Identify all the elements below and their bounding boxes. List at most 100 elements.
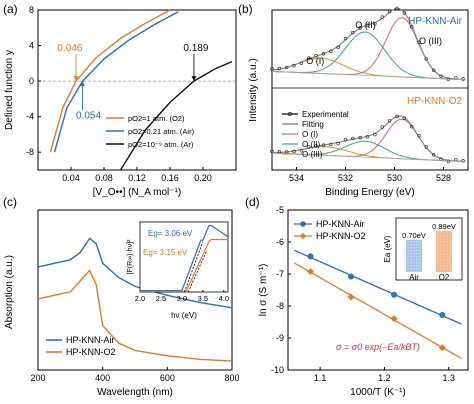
inset-bar-pattern-d xyxy=(413,247,415,249)
inset-bar-pattern-d xyxy=(440,235,442,237)
experimental-point-b xyxy=(365,135,370,139)
experimental-point-b xyxy=(380,125,384,129)
experimental-point-b xyxy=(321,143,326,147)
experimental-point-b xyxy=(299,61,304,65)
inset-xlabel-c: hν (eV) xyxy=(171,311,197,320)
inset-bar-pattern-d xyxy=(440,256,442,258)
inset-bar-pattern-d xyxy=(419,265,421,267)
inset-bar-pattern-d xyxy=(443,265,445,267)
inset-bar-pattern-d xyxy=(443,232,445,234)
xtick-label-d: 1.3 xyxy=(442,373,455,383)
ylabel-c: Absorption (a.u.) xyxy=(4,255,15,329)
inset-tangent-air-c xyxy=(184,241,204,293)
inset-bar-pattern-d xyxy=(446,259,448,261)
inset-bar-pattern-d xyxy=(449,259,451,261)
ytick-label-d: -7 xyxy=(276,269,284,279)
ytick-label-a: 8 xyxy=(29,5,34,15)
xtick-label-c: 800 xyxy=(224,373,239,383)
xlabel-d: 1000/T (K⁻¹) xyxy=(350,387,406,398)
inset-bar-pattern-d xyxy=(410,253,412,255)
inset-bar-pattern-d xyxy=(440,262,442,264)
inset-bar-d-0 xyxy=(406,239,422,272)
inset-bar-pattern-d xyxy=(410,256,412,258)
ytick-label-a: 0 xyxy=(29,76,34,86)
inset-bar-pattern-d xyxy=(443,250,445,252)
inset-bar-pattern-d xyxy=(410,268,412,270)
inset-bar-pattern-d xyxy=(443,247,445,249)
legend-label-b: O (II) xyxy=(302,140,321,149)
experimental-point-b xyxy=(351,30,355,35)
inset-bar-pattern-d xyxy=(449,244,451,246)
inset-bar-pattern-d xyxy=(416,247,418,249)
inset-bar-pattern-d xyxy=(410,271,412,273)
experimental-point-b xyxy=(365,23,370,28)
experimental-point-b xyxy=(292,149,296,154)
inset-bar-pattern-d xyxy=(449,265,451,267)
inset-bar-pattern-d xyxy=(410,244,412,246)
inset-xtick-label-c: 2.0 xyxy=(135,294,145,303)
inset-bar-pattern-d xyxy=(413,244,415,246)
inset-bar-pattern-d xyxy=(437,250,439,252)
inset-bar-pattern-d xyxy=(449,253,451,255)
legend-label-a: pO2=0.21 atm. (Air) xyxy=(128,127,195,136)
inset-tangent-o2-c xyxy=(187,249,208,293)
chart-c: 200 400 600 800 Absorption (a.u.) Wavelengt… xyxy=(4,209,240,398)
experimental-point-b xyxy=(461,77,465,81)
experimental-point-b xyxy=(417,40,421,44)
annotation-label-a: 0.189 xyxy=(183,43,208,54)
inset-bar-pattern-d xyxy=(449,268,451,270)
inset-xtick-label-c: 2.5 xyxy=(156,294,166,303)
experimental-point-b xyxy=(439,74,443,79)
experimental-point-b xyxy=(343,36,348,41)
inset-bar-pattern-d xyxy=(446,256,448,258)
inset-bar-pattern-d xyxy=(413,268,415,270)
experimental-point-b xyxy=(314,54,318,58)
inset-bar-pattern-d xyxy=(410,241,412,243)
peak-label-b: O (III) xyxy=(419,36,442,46)
plot-frame-b xyxy=(271,9,469,171)
experimental-point-b xyxy=(373,132,377,137)
experimental-point-b xyxy=(424,57,428,61)
inset-bar-pattern-d xyxy=(413,262,415,264)
experimental-point-b xyxy=(270,149,274,154)
inset-curve-air-c xyxy=(140,224,229,292)
inset-bar-pattern-d xyxy=(407,250,409,252)
inset-bar-pattern-d xyxy=(449,250,451,252)
inset-bar-pattern-d xyxy=(437,232,439,234)
peak-label-b: O (I) xyxy=(306,56,324,66)
inset-bar-pattern-d xyxy=(443,244,445,246)
inset-bar-pattern-d xyxy=(446,265,448,267)
experimental-point-b xyxy=(402,11,406,15)
annotation-label-a: 0.046 xyxy=(57,43,82,54)
inset-bar-pattern-d xyxy=(446,232,448,234)
inset-bar-pattern-d xyxy=(449,238,451,240)
experimental-point-b xyxy=(410,25,414,29)
inset-xtick-label-c: 3.0 xyxy=(177,294,187,303)
inset-bar-pattern-d xyxy=(416,259,418,261)
inset-bar-pattern-d xyxy=(419,259,421,261)
experimental-point-b xyxy=(307,145,311,149)
legend-marker-b xyxy=(288,112,292,116)
inset-bar-pattern-d xyxy=(419,262,421,264)
xtick-label-c: 200 xyxy=(30,373,45,383)
inset-bar-pattern-d xyxy=(416,262,418,264)
inset-bar-pattern-d xyxy=(410,247,412,249)
experimental-point-b xyxy=(395,6,399,11)
inset-bar-pattern-d xyxy=(407,244,409,246)
inset-bar-pattern-d xyxy=(419,271,421,273)
inset-bar-pattern-d xyxy=(446,238,448,240)
inset-bar-pattern-d xyxy=(413,241,415,243)
inset-bar-pattern-d xyxy=(419,241,421,243)
annotation-label-a: 0.054 xyxy=(76,110,101,121)
inset-bar-pattern-d xyxy=(416,271,418,273)
inset-annotation-c: Eg= 3.15 eV xyxy=(143,248,188,257)
inset-bar-pattern-d xyxy=(437,259,439,261)
inset-bar-pattern-d xyxy=(440,265,442,267)
ylabel-b: Intensity (a.u.) xyxy=(248,58,259,121)
inset-xtick-label-c: 4.0 xyxy=(219,294,229,303)
inset-bar-pattern-d xyxy=(413,259,415,261)
plot-frame-c xyxy=(37,209,233,371)
legend-label-a: pO2=10⁻⁹ atm. (Ar) xyxy=(128,140,194,149)
legend-label-a: pO2=1 atm. (O2) xyxy=(128,114,185,123)
data-point-d xyxy=(307,267,314,275)
